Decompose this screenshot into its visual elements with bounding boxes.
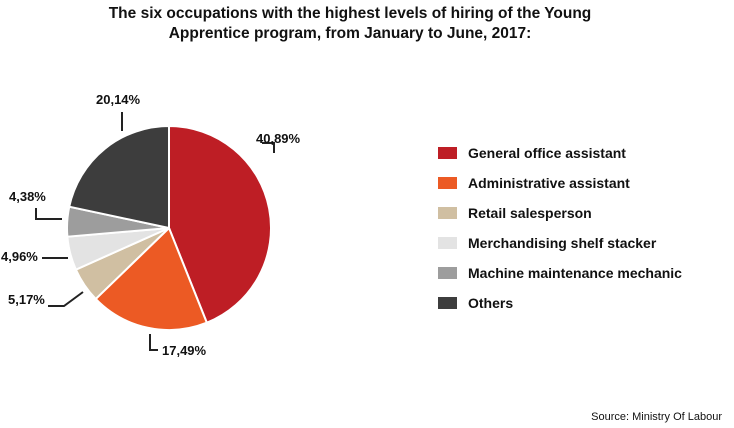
chart-title-line-1: The six occupations with the highest lev… [108,5,592,22]
legend-swatch [438,267,457,279]
legend-label: Retail salesperson [468,205,592,221]
leader-line [149,334,158,351]
chart-title: The six occupations with the highest lev… [60,4,640,44]
legend-label: General office assistant [468,145,626,161]
value-label: 40,89% [256,131,301,146]
legend-label: Administrative assistant [468,175,630,191]
legend-swatch [438,147,457,159]
value-label: 17,49% [162,343,207,358]
legend-label: Machine maintenance mechanic [468,265,682,281]
pie-slice-others [68,124,170,230]
legend-swatch [438,237,457,249]
legend-swatch [438,207,457,219]
leader-lines [35,112,275,351]
leader-line [35,208,62,220]
value-label: 4,96% [1,249,38,264]
pie-slices [66,124,272,331]
legend-swatch [438,177,457,189]
pie-slice-general-office-assistant [168,124,272,325]
value-label: 20,14% [96,92,141,107]
legend-label: Others [468,295,514,311]
chart-title-line-2: Apprentice program, from January to June… [168,25,532,42]
legend-swatch [438,297,457,309]
value-label: 4,38% [9,189,46,204]
legend-label: Merchandising shelf stacker [468,235,657,251]
leader-line [262,142,275,153]
value-label: 5,17% [8,292,45,307]
pie-slice-administrative-assistant [94,226,209,331]
value-labels: 40,89% 17,49% 5,17% 4,96% 4,38% 20,14% [1,92,301,358]
leader-line [48,291,84,307]
source-note: Source: Ministry Of Labour [591,411,722,423]
